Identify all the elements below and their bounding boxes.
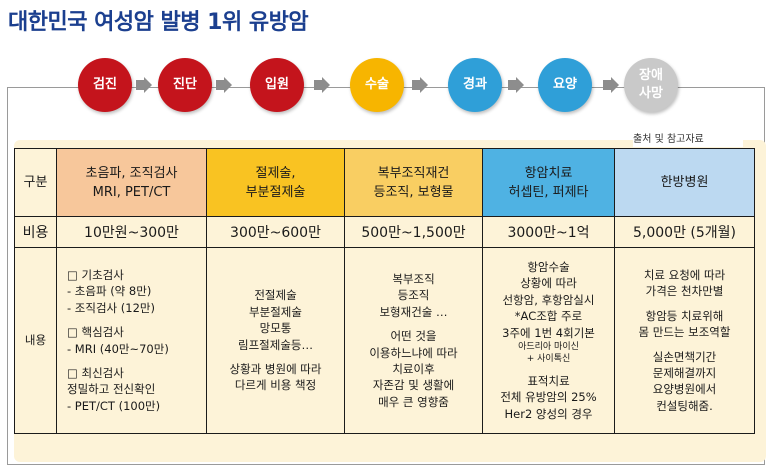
cell-line: □ 핵심검사: [67, 325, 124, 340]
cell-line: 매우 큰 영향줌: [378, 394, 449, 409]
step-progress: 경과: [448, 58, 502, 112]
cell-line: 복부조직: [392, 271, 435, 286]
cell-line: 어떤 것을: [390, 329, 437, 344]
cell-line: [346, 320, 482, 328]
cell-line: [67, 316, 206, 324]
cell-line: 선항암, 후항암실시: [502, 292, 595, 307]
cell-line: 표적치료: [527, 373, 570, 388]
content-row: 내용 □ 기초검사 - 초음파 (약 8만) - 조직검사 (12만) □ 핵심검사…: [14, 247, 755, 434]
cell-line: [67, 357, 206, 365]
cost-cell: 10만원~300만: [56, 216, 207, 248]
cell-line: [616, 300, 754, 308]
step-surgery: 수술: [350, 58, 404, 112]
cell-line: 치료이후: [392, 361, 435, 376]
cell-line: 보형재건술 …: [379, 304, 448, 319]
cell-line: 실손면책기간: [652, 349, 717, 364]
header-cell: 복부조직재건 등조직, 보형물: [344, 148, 483, 217]
step-checkup: 검진: [78, 58, 132, 112]
cell-line: 이용하느냐에 따라: [369, 345, 458, 360]
cost-cell: 3000만~1억: [482, 216, 615, 248]
cell-line: 전체 유방암의 25%: [500, 390, 597, 405]
process-steps: 검진 진단 입원 수술 경과 요양 장애 사망: [78, 58, 678, 112]
page-title: 대한민국 여성암 발병 1위 유방암: [8, 10, 309, 35]
cost-row: 비용 10만원~300만 300만~600만 500만~1,500만 3000만…: [14, 216, 755, 248]
cell-line: 다르게 비용 책정: [234, 378, 317, 393]
cell-line: 부분절제술: [249, 304, 302, 319]
cell-line: 림프절제술등…: [238, 337, 313, 352]
cell-line: 정밀하고 전신확인: [67, 382, 156, 397]
cell-line: 망모통: [259, 321, 292, 336]
cost-cell: 5,000만 (5개월): [614, 216, 755, 248]
cell-line: □ 최신검사: [67, 365, 124, 380]
cell-line: [616, 341, 754, 349]
cell-line: 항암등 치료위해: [645, 308, 724, 323]
cost-label: 비용: [14, 216, 57, 248]
cell-line: 3주에 1번 4회기본: [502, 325, 595, 340]
cost-cell: 300만~600만: [206, 216, 345, 248]
cell-line: 상황에 따라: [520, 276, 577, 291]
cost-cell: 500만~1,500만: [344, 216, 483, 248]
source-note: 출처 및 참고자료: [633, 133, 743, 147]
cell-line: - 조직검사 (12만): [67, 300, 155, 315]
header-cell: 항암치료 허셉틴, 퍼제타: [482, 148, 615, 217]
header-cell: 초음파, 조직검사 MRI, PET/CT: [56, 148, 207, 217]
cell-line: 자존감 및 생활에: [372, 378, 455, 393]
content-label: 내용: [14, 247, 57, 434]
cell-line: [484, 365, 614, 373]
header-label: 구분: [14, 148, 57, 217]
header-cell: 한방병원: [614, 148, 755, 217]
cell-line: - 초음파 (약 8만): [67, 284, 152, 299]
cell-line: 몸 만드는 보조역할: [638, 325, 731, 340]
cell-line: - MRI (40만~70만): [67, 341, 169, 356]
cell-line: + 사이톡신: [526, 353, 571, 364]
cell-line: [208, 353, 344, 361]
arrow-icon: [412, 77, 428, 93]
cell-line: 전절제술: [254, 288, 297, 303]
cell-line: 항암수술: [527, 259, 570, 274]
cell-line: 가격은 천차만별: [645, 284, 724, 299]
cell-line: 컨설팅해줌.: [656, 398, 713, 413]
cell-line: *AC조합 주로: [514, 309, 583, 324]
arrow-icon: [136, 77, 152, 93]
cell-line: 문제해결까지: [652, 365, 717, 380]
cell-line: 등조직: [397, 288, 430, 303]
step-admission: 입원: [250, 58, 304, 112]
arrow-icon: [216, 77, 232, 93]
arrow-icon: [508, 77, 524, 93]
cell-line: 요양병원에서: [652, 382, 717, 397]
cost-table: 구분 초음파, 조직검사 MRI, PET/CT 절제술, 부분절제술 복부조직재건…: [14, 148, 755, 434]
table-header-row: 구분 초음파, 조직검사 MRI, PET/CT 절제술, 부분절제술 복부조직재건…: [14, 148, 755, 217]
step-recuperation: 요양: [538, 58, 592, 112]
arrow-icon: [603, 77, 619, 93]
step-diagnosis: 진단: [158, 58, 212, 112]
cell-line: □ 기초검사: [67, 267, 124, 282]
step-disability-death: 장애 사망: [624, 58, 678, 112]
cell-line: 치료 요청에 따라: [643, 267, 726, 282]
cell-line: - PET/CT (100만): [67, 398, 161, 413]
cell-line: 상황과 병원에 따라: [229, 361, 322, 376]
cell-line: 아드리아 마이신: [518, 341, 579, 352]
content-cell-exams: □ 기초검사 - 초음파 (약 8만) - 조직검사 (12만) □ 핵심검사 - M…: [56, 247, 207, 434]
header-cell: 절제술, 부분절제술: [206, 148, 345, 217]
cell-line: Her2 양성의 경우: [504, 406, 593, 421]
arrow-icon: [314, 77, 330, 93]
